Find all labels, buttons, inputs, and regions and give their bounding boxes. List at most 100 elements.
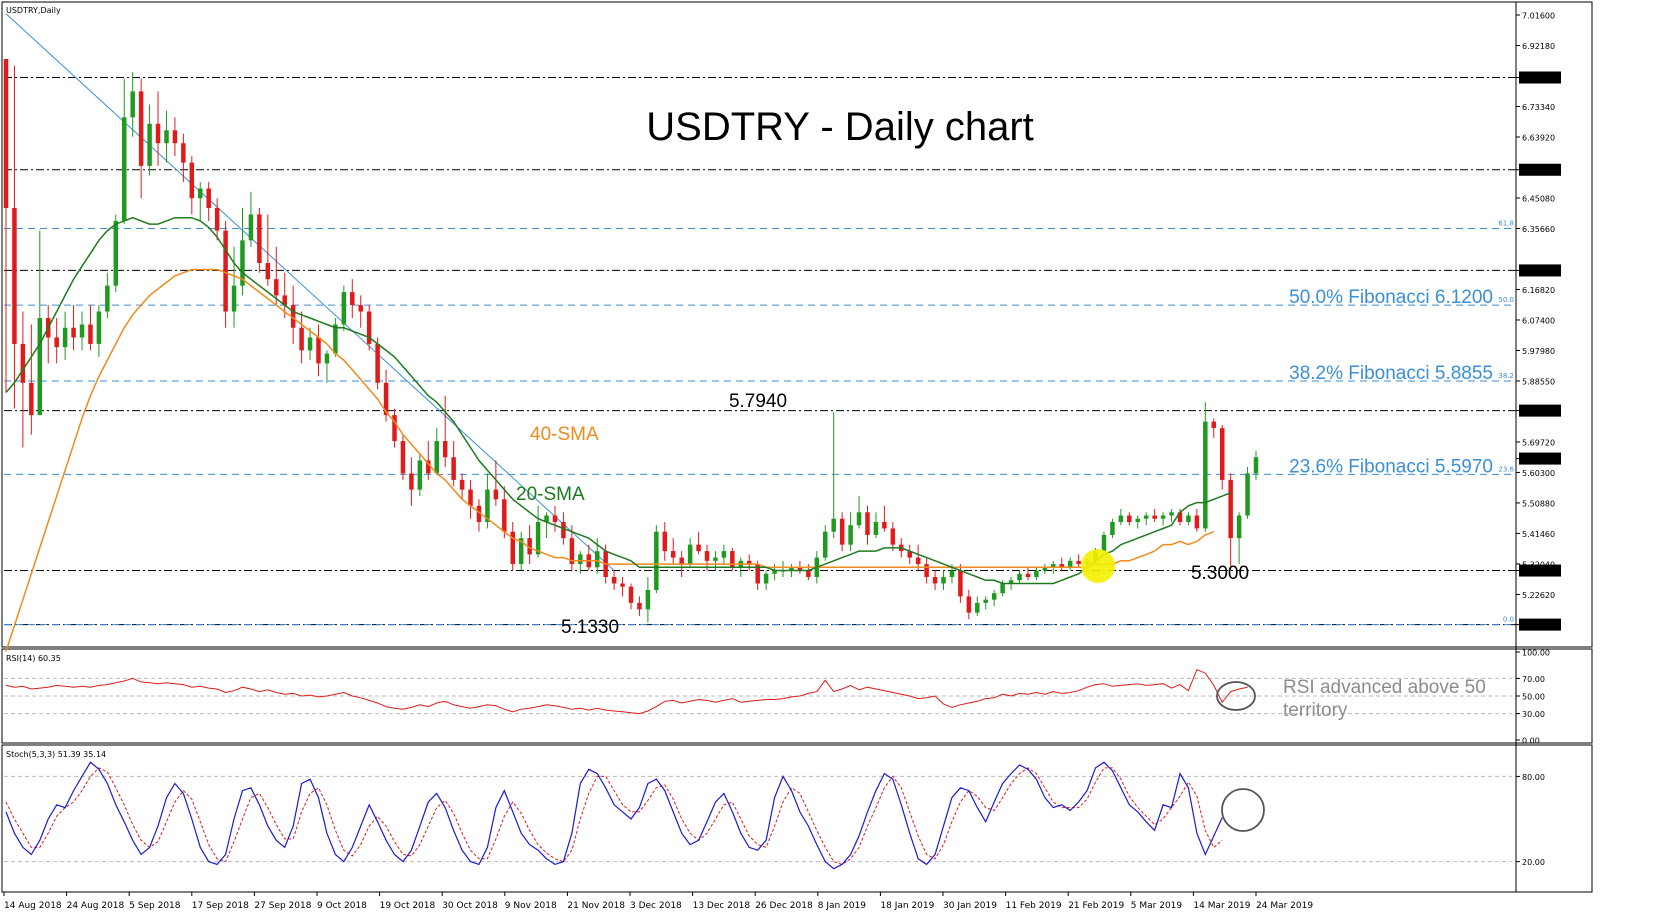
candle-body bbox=[1211, 421, 1217, 429]
candle bbox=[316, 324, 321, 377]
candle-body bbox=[493, 489, 499, 500]
candle-body bbox=[1143, 515, 1149, 519]
candle bbox=[721, 544, 727, 565]
candle bbox=[1219, 424, 1225, 490]
candle bbox=[138, 78, 144, 199]
candle-body bbox=[958, 570, 963, 597]
candle-body bbox=[730, 551, 735, 568]
axis-price-tag bbox=[1519, 404, 1561, 417]
candle-body bbox=[113, 220, 119, 286]
candle-body bbox=[890, 528, 896, 545]
candle-body bbox=[966, 596, 972, 613]
axis-price-label: 6.82300 bbox=[1521, 74, 1554, 83]
candle-body bbox=[628, 586, 634, 603]
fibonacci-label: 23.6% Fibonacci 5.5970 bbox=[1289, 456, 1493, 477]
candle-body bbox=[88, 324, 93, 344]
stoch-highlight-circle bbox=[1221, 788, 1265, 832]
rsi-highlight-circle bbox=[1216, 681, 1256, 711]
candle bbox=[687, 538, 693, 568]
candle-body bbox=[983, 599, 988, 603]
axis-price-label: 6.45080 bbox=[1522, 194, 1555, 203]
candle bbox=[1186, 512, 1191, 526]
candle bbox=[1228, 473, 1233, 571]
candle-body bbox=[941, 577, 946, 584]
candle bbox=[307, 327, 313, 361]
candle-body bbox=[468, 489, 473, 506]
candle bbox=[1160, 512, 1166, 526]
candle bbox=[611, 570, 617, 590]
candle-body bbox=[569, 538, 575, 565]
candle bbox=[1152, 509, 1157, 522]
candle bbox=[755, 560, 760, 590]
candle-body bbox=[1000, 583, 1005, 594]
stoch-axis-label: 80.00 bbox=[1522, 773, 1545, 782]
candle-body bbox=[755, 564, 760, 584]
candle-body bbox=[721, 551, 727, 558]
candle-body bbox=[324, 353, 330, 364]
candle bbox=[29, 324, 34, 435]
candle-body bbox=[189, 162, 195, 199]
fibonacci-side-label: 38.2 bbox=[1498, 372, 1514, 380]
candle bbox=[164, 110, 169, 163]
candle-body bbox=[873, 521, 879, 535]
candle-body bbox=[1135, 518, 1141, 522]
candle-body bbox=[1152, 515, 1157, 519]
candle bbox=[358, 295, 363, 328]
date-label: 9 Oct 2018 bbox=[317, 901, 367, 911]
candle-body bbox=[383, 382, 389, 416]
candle bbox=[527, 525, 532, 565]
candle-body bbox=[1203, 421, 1208, 529]
candle bbox=[274, 246, 279, 306]
candle-body bbox=[265, 262, 271, 280]
candle-body bbox=[214, 207, 220, 231]
candle bbox=[105, 272, 110, 319]
candle-body bbox=[907, 551, 912, 558]
candle-body bbox=[62, 327, 68, 348]
candle bbox=[865, 505, 870, 545]
candle-body bbox=[434, 441, 439, 474]
candle-body bbox=[1076, 560, 1081, 565]
candle bbox=[620, 577, 625, 597]
candle-body bbox=[865, 512, 870, 535]
candle-body bbox=[37, 318, 43, 416]
candle bbox=[578, 551, 583, 574]
candle-body bbox=[856, 512, 862, 526]
candle-body bbox=[620, 583, 625, 587]
date-label: 24 Aug 2018 bbox=[67, 901, 125, 911]
candle bbox=[324, 350, 330, 383]
moving-averages: 40-SMA 20-SMA bbox=[5, 216, 1231, 652]
date-label: 21 Nov 2018 bbox=[567, 901, 625, 911]
candle-body bbox=[687, 544, 693, 565]
candle-body bbox=[375, 343, 380, 383]
candle-body bbox=[502, 499, 507, 532]
candle-body bbox=[350, 292, 355, 306]
candle-body bbox=[181, 143, 186, 163]
stoch-axis-label: 20.00 bbox=[1522, 858, 1545, 867]
candle bbox=[535, 505, 541, 558]
candle bbox=[1059, 557, 1064, 571]
candle-body bbox=[806, 570, 811, 578]
rsi-panel-frame bbox=[1, 648, 1593, 744]
candle bbox=[231, 246, 237, 328]
candle-body bbox=[333, 324, 338, 354]
price-panel-frame bbox=[1, 1, 1593, 648]
candle-body bbox=[831, 518, 836, 532]
candle-body bbox=[746, 560, 752, 565]
axis-price-label: 6.53800 bbox=[1521, 166, 1554, 175]
date-label: 27 Sep 2018 bbox=[254, 901, 311, 911]
candle-body bbox=[932, 577, 938, 584]
axis-price-label: 5.60300 bbox=[1522, 469, 1555, 478]
candle-body bbox=[578, 554, 583, 565]
candle-body bbox=[29, 382, 34, 416]
candle-body bbox=[1059, 564, 1064, 568]
candle-body bbox=[510, 531, 516, 565]
sma20-label: 20-SMA bbox=[516, 484, 585, 505]
axis-price-tag bbox=[1519, 618, 1561, 631]
candle bbox=[907, 544, 912, 565]
candle-body bbox=[544, 515, 549, 522]
candle bbox=[392, 408, 397, 448]
candle bbox=[350, 279, 355, 319]
candle bbox=[1067, 557, 1073, 571]
candle bbox=[333, 318, 338, 357]
stoch-k-line bbox=[5, 761, 1223, 870]
